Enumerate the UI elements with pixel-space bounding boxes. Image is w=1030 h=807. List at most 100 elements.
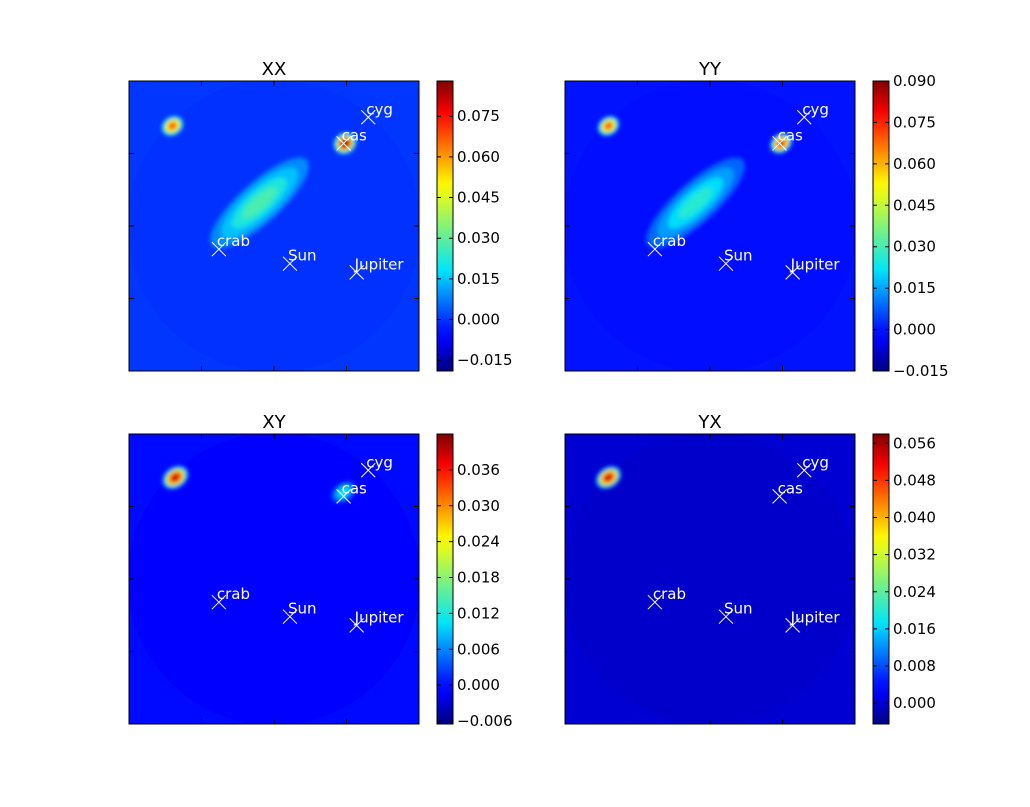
galactic-plane (210, 157, 309, 249)
colorbar: −0.015 0.000 0.015 0.030 0.045 0.060 0.075 0.09… (872, 72, 949, 380)
source-label: crab (653, 585, 686, 603)
colorbar-tick-label: 0.056 (893, 434, 936, 452)
colorbar-tick-label: 0.000 (457, 676, 500, 694)
colorbar-gradient (872, 80, 890, 372)
source-marker (349, 618, 365, 633)
source-label: crab (653, 232, 686, 250)
source-label: cyg (802, 100, 829, 118)
panel-title: XX (262, 59, 287, 80)
source-label: Sun (288, 600, 317, 618)
source-cas: cas (336, 126, 367, 151)
colorbar-tick-label: 0.012 (457, 604, 500, 622)
panel-title: YX (697, 412, 721, 433)
colorbar: −0.006 0.000 0.006 0.012 0.018 0.024 0.030 0.03… (436, 433, 513, 730)
source-label: cas (778, 479, 803, 497)
colorbar-tick-label: −0.006 (457, 712, 513, 730)
colorbar-tick-label: 0.060 (893, 155, 936, 173)
source-jupiter: Jupiter (785, 255, 841, 280)
colorbar-tick-label: −0.015 (893, 362, 949, 380)
colorbar-tick-label: 0.075 (893, 113, 936, 131)
source-jupiter: Jupiter (349, 608, 405, 633)
colorbar-tick-label: 0.036 (457, 461, 500, 479)
colorbar-tick-label: 0.075 (457, 107, 500, 125)
source-marker (360, 462, 376, 478)
colorbar-tick-label: 0.000 (457, 311, 500, 329)
source-sun: Sun (718, 247, 753, 272)
panel-title: YY (698, 59, 722, 80)
axis-tick (565, 81, 855, 371)
colorbar-tick-label: 0.045 (457, 189, 500, 207)
colorbar-tick-label: 0.040 (893, 509, 936, 527)
axis-tick (565, 434, 855, 724)
colorbar-tick-label: 0.024 (457, 533, 500, 551)
source-crab: crab (647, 585, 686, 610)
panel-xy: cyg cas crab Sun Jupiter XY −0.006 0.000 0.006 0.… (128, 412, 513, 730)
colorbar-gradient (436, 80, 454, 372)
sky-disk (129, 434, 419, 724)
hot-spot (333, 132, 357, 155)
axis-tick (129, 434, 419, 724)
source-marker (647, 594, 663, 610)
axis-tick (565, 434, 855, 724)
source-label: cas (342, 126, 367, 144)
source-label: Jupiter (790, 255, 841, 273)
source-label: cyg (366, 453, 393, 471)
colorbar-tick-label: 0.030 (457, 229, 500, 247)
source-crab: crab (647, 232, 686, 257)
source-marker (772, 488, 787, 504)
source-marker (336, 135, 351, 151)
source-label: crab (217, 232, 250, 250)
colorbar-tick-label: 0.016 (893, 620, 936, 638)
axis-tick (129, 434, 419, 724)
sky-disk (565, 434, 855, 724)
panel-yy: cyg cas crab Sun Jupiter YY −0.015 0.000 0.015 0.… (564, 59, 949, 380)
galactic-plane (646, 157, 745, 249)
colorbar-gradient (436, 433, 454, 725)
colorbar-tick-label: 0.000 (893, 694, 936, 712)
source-marker (336, 488, 351, 504)
source-marker (718, 256, 734, 272)
axis-tick (565, 81, 855, 371)
source-label: Sun (724, 247, 753, 265)
colorbar-tick-label: 0.030 (893, 238, 936, 256)
source-sun: Sun (718, 600, 752, 625)
colorbar-tick-label: 0.015 (457, 270, 500, 288)
hot-spot (161, 115, 184, 137)
source-label: Jupiter (354, 608, 405, 626)
colorbar-tick-label: 0.024 (893, 583, 936, 601)
axis-tick (565, 81, 855, 371)
hot-spot (331, 480, 357, 504)
source-cas: cas (772, 479, 803, 504)
hot-spot (597, 115, 620, 137)
source-crab: crab (211, 585, 250, 610)
source-jupiter: Jupiter (349, 255, 405, 280)
source-label: Jupiter (790, 608, 841, 626)
hot-spot (770, 133, 792, 154)
colorbar-tick-label: 0.015 (893, 279, 936, 297)
source-marker (796, 109, 812, 125)
source-marker (785, 618, 801, 633)
axis-tick (129, 434, 419, 724)
colorbar: 0.000 0.008 0.016 0.024 0.032 0.040 0.048 0.056 (872, 433, 936, 725)
source-marker (360, 109, 376, 125)
source-marker (282, 256, 298, 272)
source-label: cas (778, 126, 803, 144)
source-cyg: cyg (796, 453, 829, 478)
source-cyg: cyg (796, 100, 829, 125)
panel-title: XY (262, 412, 286, 433)
axis-tick (565, 434, 855, 724)
source-marker (772, 135, 787, 151)
colorbar-tick-label: −0.015 (457, 351, 513, 369)
source-marker (282, 609, 298, 625)
source-sun: Sun (282, 247, 316, 272)
source-sun: Sun (282, 600, 317, 625)
source-label: cyg (802, 453, 829, 471)
source-label: Jupiter (354, 255, 405, 273)
source-cyg: cyg (360, 453, 393, 478)
source-marker (349, 265, 365, 280)
colorbar-tick-label: 0.045 (893, 196, 936, 214)
source-marker (211, 594, 227, 610)
source-cas: cas (772, 126, 803, 151)
